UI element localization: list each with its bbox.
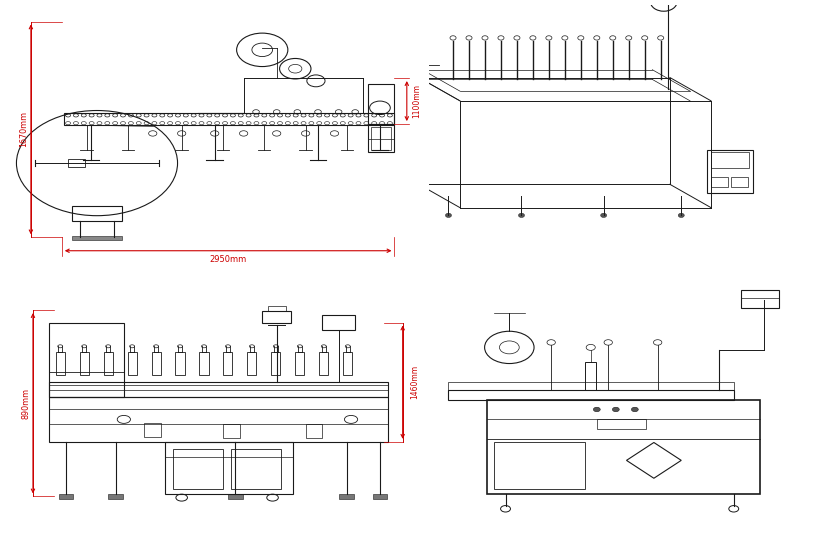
Circle shape [631,407,638,412]
Circle shape [678,213,685,217]
Bar [145,423,161,437]
Bar [151,352,160,375]
Bar [79,352,88,375]
Bar [319,352,328,375]
Bar [372,494,388,499]
Text: 1460mm: 1460mm [410,365,419,399]
Bar [247,352,257,375]
Bar [228,494,243,499]
Bar [72,235,122,240]
Bar [371,127,391,150]
Bar [344,352,353,375]
Bar [741,290,780,308]
Text: 890mm: 890mm [21,388,30,419]
Bar [711,152,749,168]
Bar [272,352,281,375]
Text: 2950mm: 2950mm [209,255,246,264]
Circle shape [593,407,600,412]
Text: 1100mm: 1100mm [412,84,421,118]
Bar [68,159,84,167]
Bar [50,397,389,442]
Bar [367,83,394,124]
Bar [322,315,355,330]
Bar [64,113,394,125]
Bar [104,352,113,375]
Bar [223,425,240,438]
Bar [711,177,728,187]
Circle shape [519,213,524,217]
Bar [731,177,748,187]
Bar [176,352,185,375]
Circle shape [600,213,607,217]
Bar [50,323,124,397]
Bar [59,494,74,499]
Bar [263,311,291,323]
Bar [597,419,646,429]
Text: 1670mm: 1670mm [20,111,29,147]
Bar [339,494,354,499]
Bar [267,307,285,311]
Bar [200,352,209,375]
Bar [223,352,232,375]
Bar [367,124,394,152]
Bar [56,352,65,375]
Circle shape [613,407,619,412]
Bar [231,449,281,489]
Bar [72,206,122,221]
Circle shape [446,213,452,217]
Bar [494,442,586,489]
Bar [295,352,304,375]
Bar [448,382,734,390]
Bar [128,352,137,375]
Bar [487,399,761,494]
Bar [586,362,596,390]
Bar [50,382,389,397]
Bar [306,425,322,438]
Bar [173,449,223,489]
Bar [707,150,753,193]
Bar [108,494,123,499]
Bar [448,390,734,399]
Bar [165,442,293,494]
